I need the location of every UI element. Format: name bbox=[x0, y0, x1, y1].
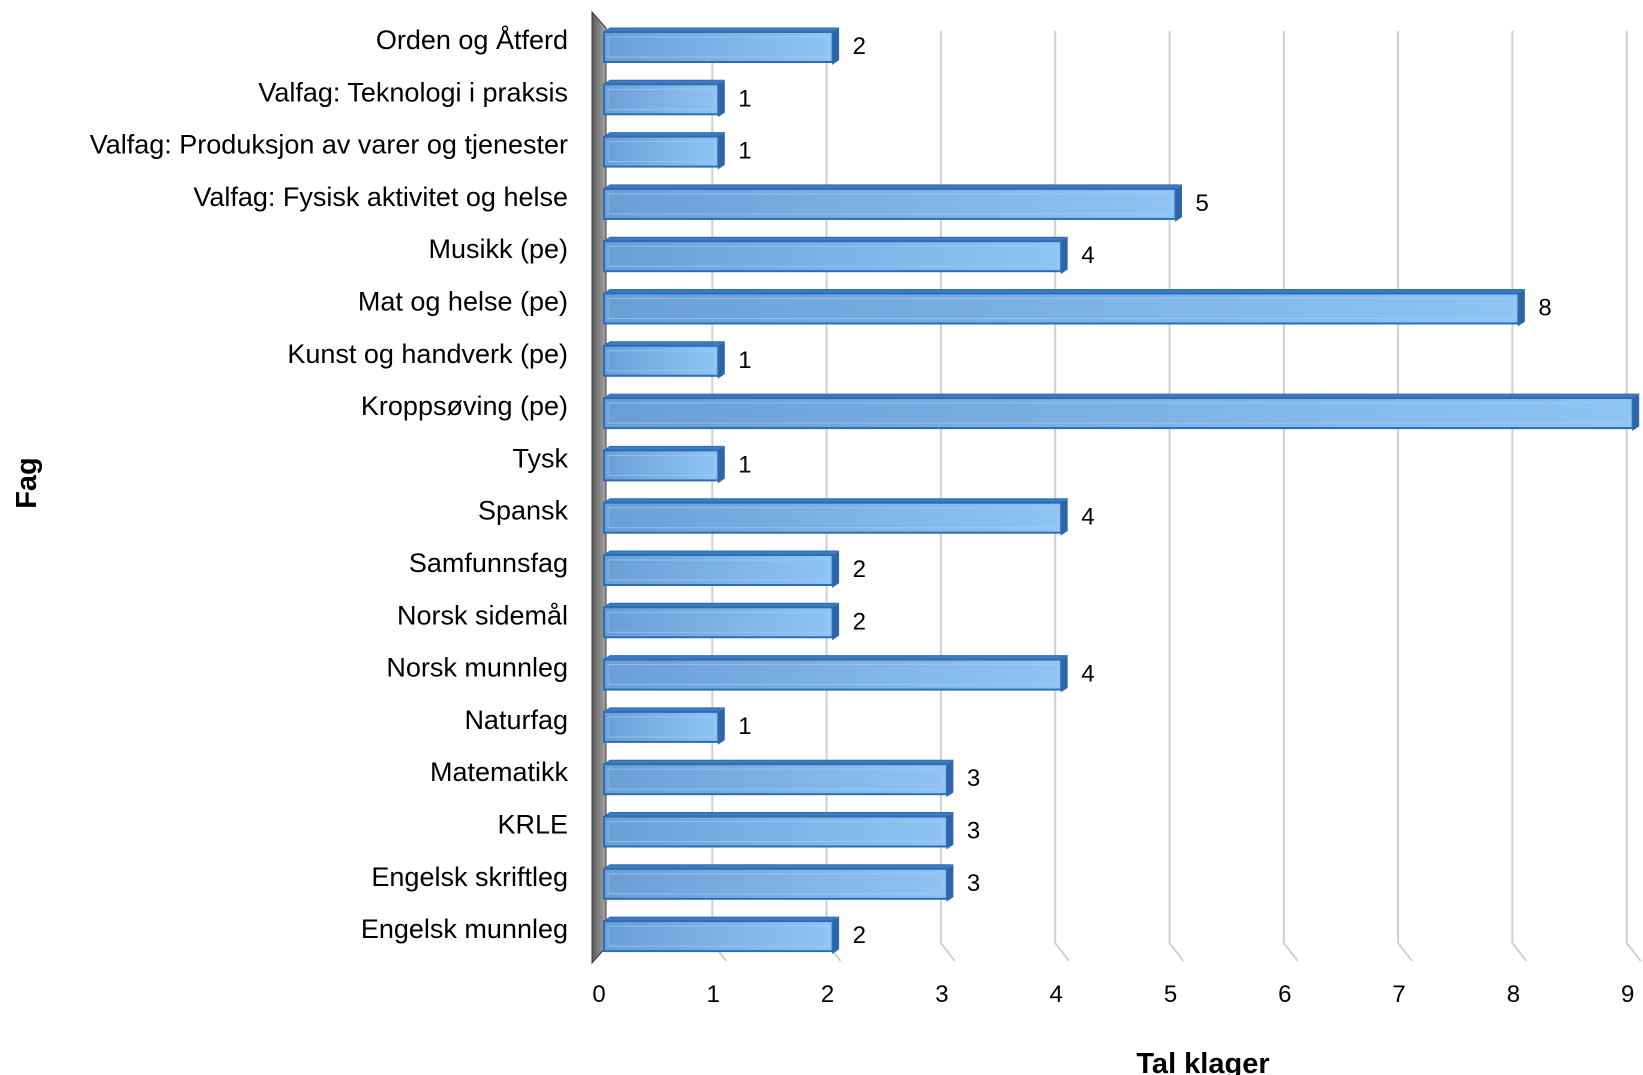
category-label: Engelsk skriftleg bbox=[371, 862, 568, 892]
data-label: 4 bbox=[1081, 504, 1094, 531]
bar bbox=[602, 393, 1640, 432]
x-tick-label: 7 bbox=[1392, 981, 1405, 1008]
data-label: 1 bbox=[738, 451, 751, 478]
category-label: Engelsk munnleg bbox=[361, 914, 568, 944]
data-label: 2 bbox=[853, 556, 866, 583]
data-label: 3 bbox=[967, 818, 980, 845]
bar bbox=[602, 288, 1525, 327]
bar bbox=[602, 497, 1068, 536]
data-label: 1 bbox=[738, 347, 751, 374]
x-tick-label: 3 bbox=[935, 981, 948, 1008]
x-tick-label: 6 bbox=[1278, 981, 1291, 1008]
gridlines bbox=[711, 31, 1642, 962]
labels: 0 1 2 3 4 5 6 7 8 9 Orden og Åtferd 2 Valfag: Teknol… bbox=[90, 24, 1635, 1008]
x-tick-label: 4 bbox=[1050, 981, 1063, 1008]
category-label: Norsk munnleg bbox=[386, 653, 568, 683]
category-label: Samfunnsfag bbox=[409, 548, 568, 578]
category-label: Spansk bbox=[478, 496, 569, 526]
category-label: Tysk bbox=[512, 443, 568, 473]
bar bbox=[602, 550, 840, 588]
bar bbox=[602, 79, 725, 118]
bar bbox=[602, 654, 1068, 693]
bar bbox=[602, 340, 725, 379]
data-label: 3 bbox=[967, 870, 980, 897]
gridline bbox=[1168, 31, 1185, 962]
bar bbox=[602, 706, 725, 745]
x-axis-title: Tal klager bbox=[1136, 1048, 1269, 1075]
gridline bbox=[1054, 31, 1070, 962]
data-label: 1 bbox=[738, 713, 751, 740]
category-label: KRLE bbox=[497, 810, 568, 840]
y-axis-title: Fag bbox=[11, 457, 43, 509]
data-label: 1 bbox=[738, 85, 751, 112]
bar bbox=[602, 602, 840, 641]
category-label: Mat og helse (pe) bbox=[358, 287, 568, 317]
data-label: 3 bbox=[967, 765, 980, 792]
bar bbox=[602, 131, 725, 170]
bar bbox=[602, 811, 954, 850]
data-label: 1 bbox=[738, 138, 751, 165]
gridline bbox=[1511, 31, 1528, 962]
gridline bbox=[1397, 31, 1413, 962]
bar bbox=[602, 236, 1068, 275]
x-tick-label: 5 bbox=[1164, 981, 1177, 1008]
category-label: Naturfag bbox=[464, 705, 568, 735]
category-label: Matematikk bbox=[430, 757, 569, 787]
category-label: Orden og Åtferd bbox=[376, 24, 568, 55]
x-tick-label: 2 bbox=[821, 981, 834, 1008]
bar bbox=[602, 759, 954, 798]
bar bbox=[602, 27, 840, 65]
category-label: Norsk sidemål bbox=[397, 600, 568, 630]
category-label: Valfag: Teknologi i praksis bbox=[258, 77, 568, 107]
data-label: 4 bbox=[1081, 242, 1094, 269]
bar bbox=[602, 445, 725, 484]
data-label: 5 bbox=[1196, 190, 1209, 217]
category-label: Valfag: Produksjon av varer og tjenester bbox=[90, 130, 568, 160]
bars bbox=[602, 27, 1640, 955]
bar bbox=[602, 916, 840, 955]
x-tick-label: 8 bbox=[1507, 981, 1520, 1008]
category-label: Musikk (pe) bbox=[428, 234, 568, 264]
data-label: 4 bbox=[1081, 661, 1094, 688]
data-label: 8 bbox=[1538, 295, 1551, 322]
gridline bbox=[1625, 31, 1642, 962]
x-tick-label: 9 bbox=[1621, 981, 1634, 1008]
gridline bbox=[1282, 31, 1299, 962]
category-label: Valfag: Fysisk aktivitet og helse bbox=[193, 182, 568, 212]
x-tick-label: 0 bbox=[592, 981, 605, 1008]
gridline bbox=[939, 31, 956, 962]
data-label: 2 bbox=[853, 33, 866, 60]
category-label: Kunst og handverk (pe) bbox=[287, 339, 568, 369]
category-label: Kroppsøving (pe) bbox=[361, 391, 568, 421]
data-label: 2 bbox=[853, 922, 866, 949]
bar bbox=[602, 863, 954, 902]
x-tick-label: 1 bbox=[707, 981, 720, 1008]
bar bbox=[602, 183, 1182, 222]
data-label: 2 bbox=[853, 608, 866, 635]
